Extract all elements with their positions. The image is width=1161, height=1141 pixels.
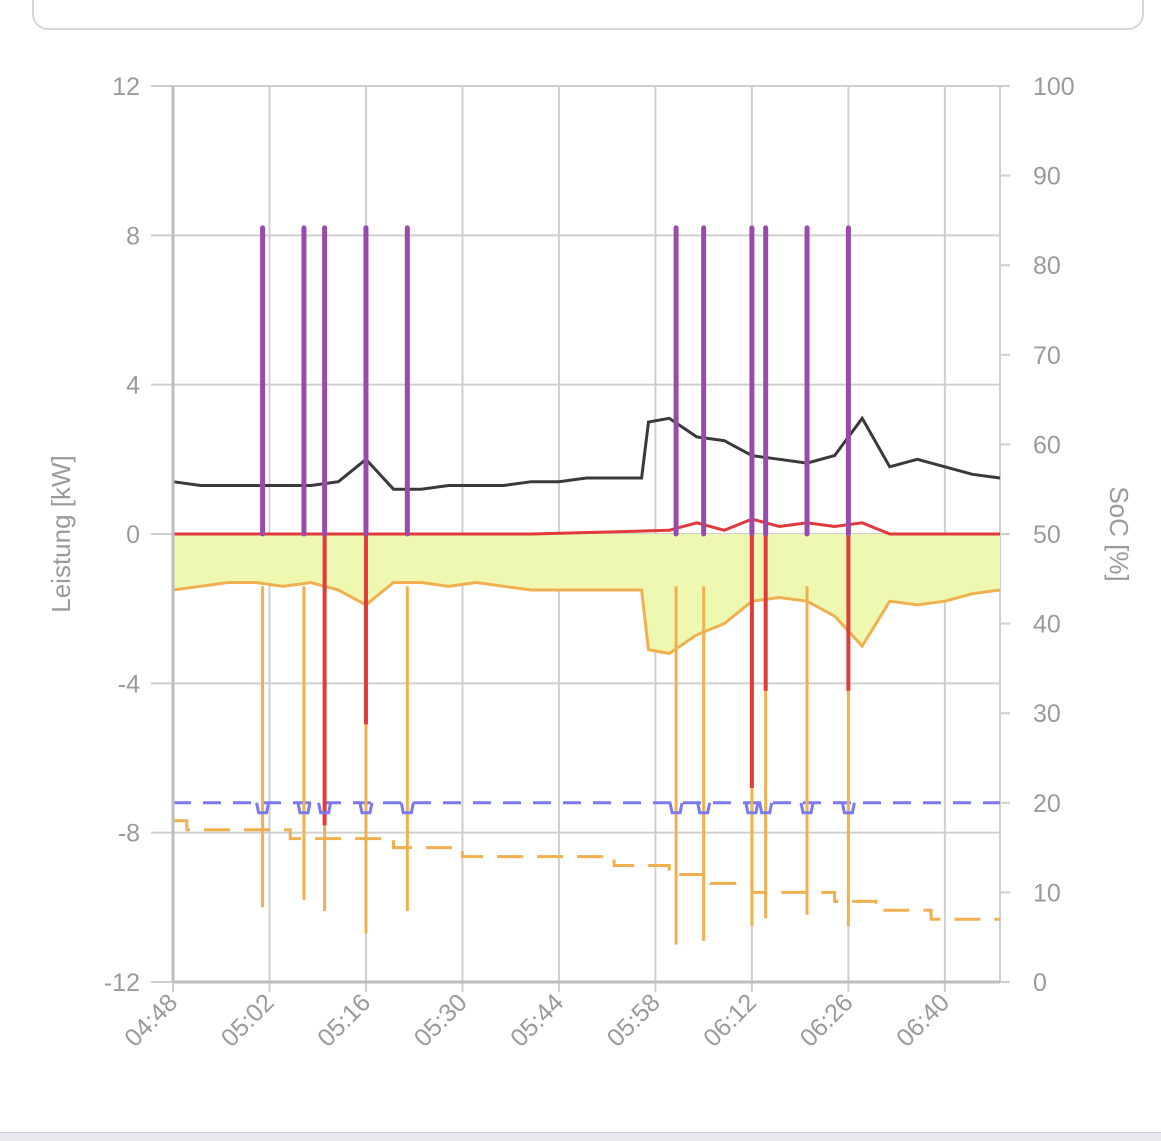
y-axis-label: Leistung [kW] [46,455,76,613]
soc-target-dip [296,802,312,815]
soc-target-dip [758,802,774,815]
soc-line [173,819,1000,921]
y2-tick-label: 40 [1033,611,1061,639]
y2-tick-label: 10 [1033,879,1061,907]
previous-card [32,0,1144,30]
x-tick-label: 04:48 [119,988,183,1052]
soc-target-dip [399,802,415,815]
pv-area [173,534,1000,654]
y2-tick-label: 70 [1033,342,1061,370]
y2-tick-label: 90 [1033,163,1061,191]
y-tick-label: -8 [118,820,140,848]
y2-tick-label: 100 [1033,73,1075,101]
soc-target-dip [744,802,760,815]
y-tick-label: -12 [104,969,140,997]
y-tick-label: 12 [112,73,140,101]
soc-target-dip [317,802,333,815]
soc-target-dip [799,802,815,815]
pv-fill-area [173,534,1000,654]
x-tick-label: 05:44 [505,988,569,1052]
y2-tick-label: 0 [1033,969,1047,997]
soc-target-dip [668,802,684,815]
soc-target-dip [696,802,712,815]
soc-target-dip [358,802,374,815]
soc-target-dip [255,802,271,815]
y2-tick-label: 20 [1033,790,1061,818]
y2-tick-label: 80 [1033,252,1061,280]
x-tick-label: 06:40 [891,988,955,1052]
battery-line [173,517,1000,536]
x-tick-label: 06:26 [795,988,859,1052]
pv-line [172,580,1001,656]
y-tick-label: 8 [126,222,140,250]
y-tick-label: 4 [126,372,140,400]
y-tick-label: 0 [126,521,140,549]
y2-axis-label: SoC [%] [1104,486,1134,581]
x-tick-label: 05:58 [602,988,666,1052]
y-tick-label: -4 [118,670,140,698]
y2-tick-label: 60 [1033,431,1061,459]
load-line [172,415,1001,491]
series-lines [172,225,1001,945]
x-tick-label: 05:16 [312,988,376,1052]
x-tick-label: 05:30 [409,988,473,1052]
soc-target-dip [840,802,856,815]
bottom-strip [0,1132,1161,1141]
x-tick-label: 06:12 [698,988,762,1052]
x-tick-label: 05:02 [216,988,280,1052]
y2-tick-label: 30 [1033,700,1061,728]
y2-tick-label: 50 [1033,521,1061,549]
